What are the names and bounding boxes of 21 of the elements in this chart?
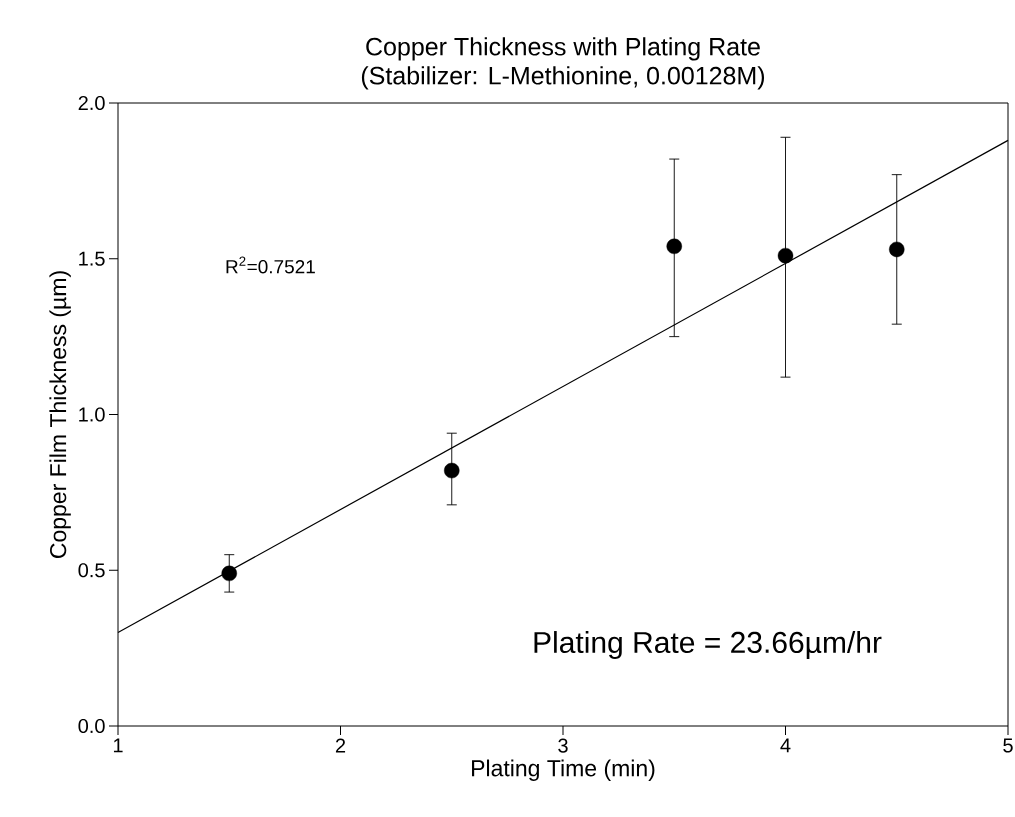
x-tick-label: 5: [1003, 738, 1013, 753]
x-tick-label: 4: [780, 738, 791, 753]
annotation: Plating Rate = 23.66µm/hr: [534, 631, 882, 659]
annotation: R$^{2}$=0.7521: [226, 256, 315, 274]
x-axis-title: Plating Time (min): [472, 759, 655, 781]
y-axis-title: Copper Film Thickness (µm): [49, 271, 71, 558]
x-tick-label: 3: [558, 738, 568, 753]
y-tick-label: 0.0: [78, 718, 105, 734]
point: [444, 462, 460, 479]
y-tick-label: 0.5: [78, 563, 105, 578]
y-tick-label: 1.0: [79, 407, 105, 422]
x-tick-label: 1: [113, 738, 123, 753]
chart-subtitle: (Stabilizer: L-Methionine, 0.00128M): [361, 66, 765, 90]
point: [889, 241, 905, 258]
x-tick-label: 2: [335, 738, 346, 753]
point: [666, 238, 682, 254]
chart-title: Copper Thickness with Plating Rate: [366, 37, 760, 61]
point: [777, 247, 794, 264]
point: [221, 565, 237, 582]
y-tick-label: 1.5: [79, 251, 105, 266]
y-tick-label: 2.0: [78, 95, 105, 111]
